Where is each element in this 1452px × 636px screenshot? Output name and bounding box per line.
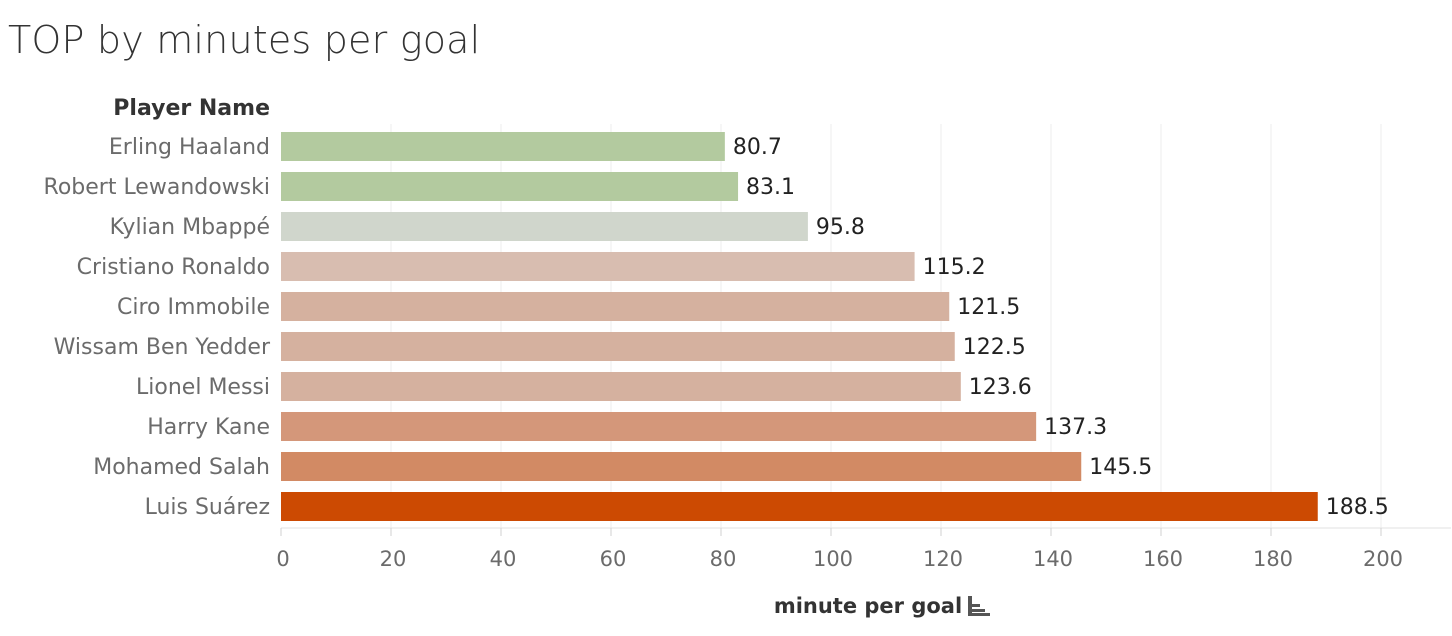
category-label: Robert Lewandowski	[44, 175, 270, 200]
category-label: Luis Suárez	[145, 495, 270, 520]
x-axis-ticks: 0 20 40 60 80 100 120 140 160 180 200	[276, 528, 1403, 571]
category-label: Ciro Immobile	[117, 295, 270, 320]
bar[interactable]	[281, 292, 950, 321]
category-label: Mohamed Salah	[93, 455, 270, 480]
data-label: 145.5	[1089, 455, 1152, 480]
category-label: Harry Kane	[147, 415, 270, 440]
data-label: 95.8	[816, 215, 865, 240]
bar[interactable]	[281, 492, 1318, 521]
x-tick-label: 140	[1033, 547, 1073, 571]
data-label: 188.5	[1326, 495, 1389, 520]
data-label: 123.6	[969, 375, 1032, 400]
category-label: Erling Haaland	[109, 135, 270, 160]
x-tick-label: 40	[490, 547, 517, 571]
data-label: 83.1	[746, 175, 795, 200]
category-label: Kylian Mbappé	[110, 215, 270, 240]
category-label: Wissam Ben Yedder	[54, 335, 271, 360]
row-header-label: Player Name	[113, 96, 270, 121]
data-label: 121.5	[957, 295, 1020, 320]
x-tick-label: 20	[380, 547, 407, 571]
x-tick-label: 180	[1253, 547, 1293, 571]
bar[interactable]	[281, 332, 955, 361]
category-label: Cristiano Ronaldo	[77, 255, 270, 280]
bar[interactable]	[281, 212, 808, 241]
data-label: 80.7	[733, 135, 782, 160]
bar[interactable]	[281, 172, 739, 201]
data-label: 137.3	[1044, 415, 1107, 440]
bar[interactable]	[281, 252, 915, 281]
category-labels: Erling Haaland Robert Lewandowski Kylian M…	[44, 135, 271, 520]
data-label: 115.2	[923, 255, 986, 280]
x-axis-title: minute per goal	[774, 594, 962, 618]
value-labels: 80.7 83.1 95.8 115.2 121.5 122.5 123.6 137.3 145…	[733, 135, 1389, 520]
x-tick-label: 60	[600, 547, 627, 571]
chart-title: TOP by minutes per goal	[8, 18, 481, 62]
data-label: 122.5	[963, 335, 1026, 360]
category-label: Lionel Messi	[136, 375, 270, 400]
x-tick-label: 160	[1143, 547, 1183, 571]
x-tick-label: 80	[710, 547, 737, 571]
bars	[281, 132, 1318, 521]
bar[interactable]	[281, 412, 1037, 441]
bar[interactable]	[281, 132, 725, 161]
bar[interactable]	[281, 372, 961, 401]
bar[interactable]	[281, 452, 1082, 481]
x-tick-label: 200	[1363, 547, 1403, 571]
x-tick-label: 0	[276, 547, 289, 571]
sort-descending-icon[interactable]	[968, 596, 990, 616]
x-tick-label: 100	[813, 547, 853, 571]
x-tick-label: 120	[923, 547, 963, 571]
